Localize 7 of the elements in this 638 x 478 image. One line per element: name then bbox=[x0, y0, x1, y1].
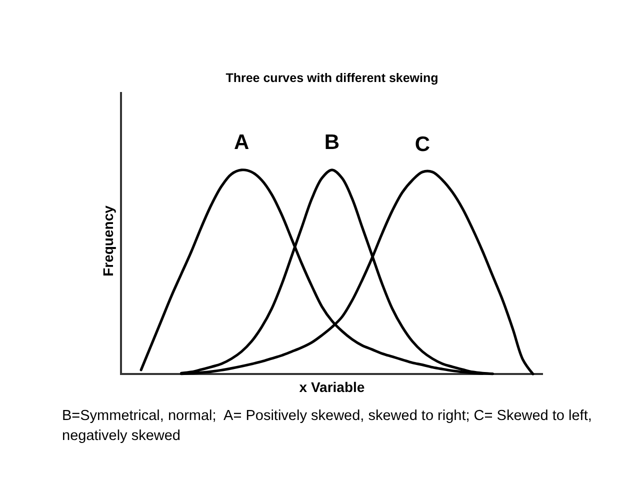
series-label: A bbox=[234, 130, 250, 154]
x-axis-title: x Variable bbox=[299, 379, 365, 395]
series-label: C bbox=[414, 132, 430, 156]
series-label: B bbox=[324, 130, 340, 154]
y-axis-title: Frequency bbox=[100, 205, 116, 276]
text: B=Symmetrical, normal; A= Positively skewed, skewed to right; C= Skewed to left, negatively skewed bbox=[62, 407, 593, 446]
chart-title: Three curves with different skewing bbox=[226, 71, 438, 85]
